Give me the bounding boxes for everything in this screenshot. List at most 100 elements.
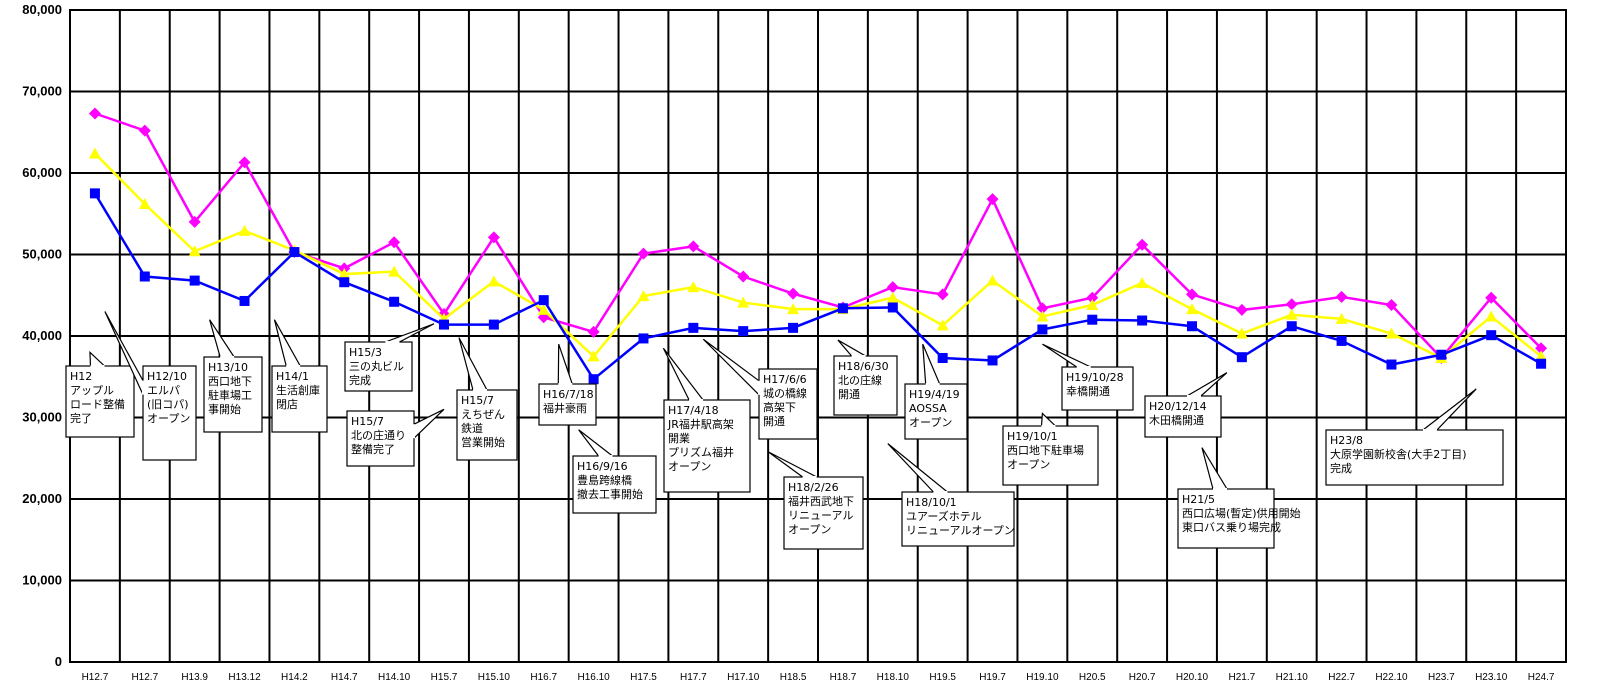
data-point — [787, 303, 800, 315]
data-point — [886, 281, 899, 294]
callout-text: H14/1 — [276, 370, 309, 383]
data-point — [188, 215, 201, 228]
x-tick-label: H23.10 — [1475, 672, 1508, 683]
callout-text: えちぜん — [461, 408, 505, 421]
callout-text: 福井西武地下 — [788, 494, 854, 508]
data-point — [339, 277, 350, 288]
data-point — [238, 224, 251, 236]
data-point — [1485, 291, 1498, 304]
data-point — [737, 296, 750, 308]
callout-box — [904, 383, 968, 440]
data-point — [987, 355, 998, 366]
callout-box — [758, 368, 818, 440]
data-point — [587, 350, 600, 362]
callout-box — [142, 365, 197, 461]
callout-text: ユアーズホテル — [906, 509, 982, 523]
data-point — [89, 188, 100, 199]
callout-text: 完了 — [70, 411, 92, 425]
data-point — [1336, 335, 1347, 346]
callout-text: H13/10 — [208, 361, 248, 374]
data-point — [1186, 288, 1198, 301]
callout-box — [572, 455, 657, 514]
data-point — [139, 271, 150, 282]
x-tick-label: H15.10 — [478, 672, 511, 683]
data-point — [986, 274, 999, 286]
x-tick-label: H19.10 — [1026, 672, 1059, 683]
callout-text: 西口広場(暫定)供用開始 — [1182, 506, 1301, 520]
data-point — [588, 374, 599, 385]
x-tick-label: H18.5 — [780, 672, 807, 683]
x-tick-label: H13.9 — [181, 672, 208, 683]
x-tick-label: H24.7 — [1528, 672, 1555, 683]
callout-text: H16/9/16 — [577, 460, 628, 473]
x-tick-label: H20.10 — [1176, 672, 1209, 683]
data-point — [1385, 327, 1398, 339]
data-point — [688, 322, 699, 333]
callout-text: H23/8 — [1330, 434, 1363, 447]
x-axis-tick-labels: H12.7 H12.7 H13.9 H13.12 H14.2 H14.7 H14.10 H15… — [82, 672, 1555, 683]
x-tick-label: H14.2 — [281, 672, 308, 683]
callout-text: (旧コパ) — [147, 398, 189, 411]
data-point — [1136, 277, 1149, 289]
data-point — [88, 147, 101, 159]
x-tick-label: H12.7 — [82, 672, 109, 683]
callout-text: 駐車場工 — [208, 388, 252, 402]
x-tick-label: H12.7 — [131, 672, 158, 683]
callout-text: 北の庄通り — [351, 428, 406, 442]
callout-text: 鉄道 — [461, 421, 483, 435]
data-point — [637, 290, 650, 302]
callout-box — [346, 410, 415, 467]
y-tick-label: 70,000 — [22, 84, 62, 99]
series-line — [94, 112, 1542, 360]
data-point — [388, 265, 401, 277]
callout-text: オープン — [147, 412, 190, 425]
grid — [69, 9, 1567, 663]
data-point — [1335, 290, 1348, 303]
callout-text: 閉店 — [276, 397, 298, 411]
data-point — [188, 245, 201, 257]
data-point — [1186, 303, 1198, 315]
callout-text: H21/5 — [1182, 493, 1215, 506]
data-point — [238, 156, 251, 169]
data-point — [937, 353, 948, 364]
data-point — [638, 333, 649, 344]
callout-text: リニューアル — [788, 509, 853, 522]
x-tick-label: H19.5 — [929, 672, 956, 683]
series-diamond — [88, 107, 1548, 365]
data-point — [239, 295, 250, 306]
data-point — [1036, 302, 1049, 315]
data-point — [936, 288, 949, 301]
y-tick-label: 60,000 — [22, 165, 62, 180]
data-point — [487, 275, 500, 287]
data-point — [687, 240, 700, 253]
callout-box — [1061, 366, 1134, 411]
data-point — [1285, 308, 1298, 320]
data-point — [1235, 303, 1248, 316]
data-point — [1036, 310, 1049, 322]
callout-text: 城の橋線 — [763, 386, 807, 400]
x-tick-label: H15.7 — [431, 672, 458, 683]
y-axis-tick-labels: 0 10,000 20,000 30,000 40,000 50,000 60,000 70,… — [22, 2, 62, 669]
callout-text: 三の丸ビル — [349, 360, 404, 373]
callout-box — [203, 356, 263, 433]
x-tick-label: H14.10 — [378, 672, 411, 683]
series-line — [94, 152, 1542, 360]
callout-text: リニューアルオープン — [906, 524, 1015, 537]
data-point — [1335, 312, 1348, 324]
data-point — [388, 236, 401, 249]
y-tick-label: 40,000 — [22, 328, 62, 343]
callout-text: 撤去工事開始 — [577, 487, 643, 501]
callout-text: 西口地下駐車場 — [1007, 443, 1084, 457]
x-tick-label: H23.7 — [1428, 672, 1455, 683]
callout-text: 完成 — [1330, 461, 1352, 475]
callout-text: 完成 — [349, 373, 371, 387]
callout-text: 西口地下 — [208, 375, 252, 388]
callout-text: H12/10 — [147, 370, 187, 383]
